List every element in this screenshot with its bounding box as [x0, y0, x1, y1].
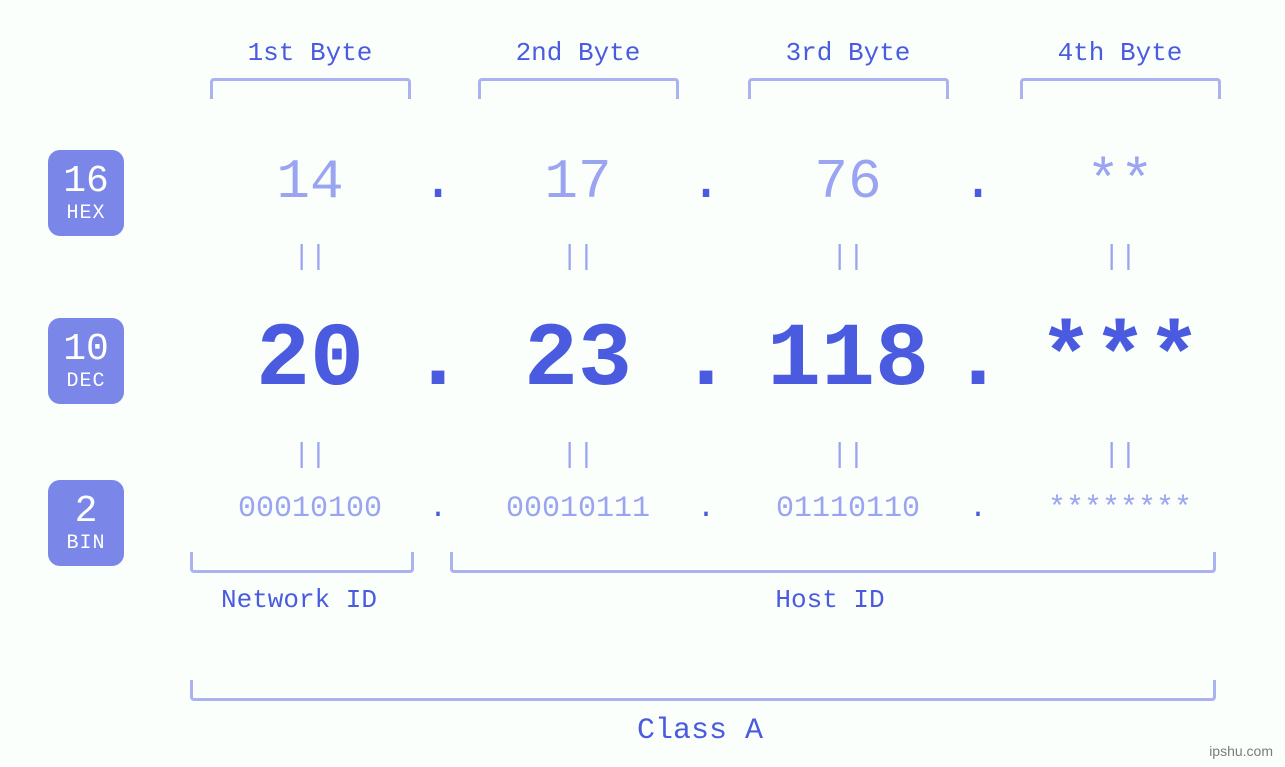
bin-byte-3: 01110110 — [728, 492, 968, 526]
bin-dot-3: . — [958, 492, 998, 526]
badge-hex-label: HEX — [66, 203, 105, 224]
badge-bin-label: BIN — [66, 533, 105, 554]
bin-byte-1: 00010100 — [190, 492, 430, 526]
byte-header-2: 2nd Byte — [478, 38, 678, 68]
eq-decbin-2: || — [558, 440, 598, 471]
hex-byte-3: 76 — [748, 150, 948, 214]
badge-hex-num: 16 — [63, 162, 109, 202]
badge-dec-num: 10 — [63, 330, 109, 370]
dec-byte-1: 20 — [190, 310, 430, 412]
hex-byte-2: 17 — [478, 150, 678, 214]
label-network-id: Network ID — [190, 585, 408, 615]
bracket-top-4 — [1020, 78, 1221, 99]
label-host-id: Host ID — [450, 585, 1210, 615]
eq-hexdec-2: || — [558, 242, 598, 273]
hex-dot-2: . — [686, 150, 726, 214]
bracket-top-2 — [478, 78, 679, 99]
dec-byte-2: 23 — [458, 310, 698, 412]
bracket-top-3 — [748, 78, 949, 99]
dec-dot-2: . — [678, 310, 734, 412]
byte-header-4: 4th Byte — [1020, 38, 1220, 68]
eq-hexdec-4: || — [1100, 242, 1140, 273]
label-class: Class A — [190, 714, 1210, 748]
bracket-network — [190, 552, 414, 573]
hex-dot-1: . — [418, 150, 458, 214]
eq-decbin-3: || — [828, 440, 868, 471]
badge-hex: 16 HEX — [48, 150, 124, 236]
dec-dot-3: . — [950, 310, 1006, 412]
ip-diagram: 1st Byte 2nd Byte 3rd Byte 4th Byte 16 H… — [0, 0, 1285, 767]
badge-dec-label: DEC — [66, 371, 105, 392]
badge-bin-num: 2 — [75, 492, 98, 532]
eq-hexdec-3: || — [828, 242, 868, 273]
byte-header-1: 1st Byte — [210, 38, 410, 68]
watermark: ipshu.com — [1209, 743, 1273, 759]
bracket-top-1 — [210, 78, 411, 99]
bin-dot-2: . — [686, 492, 726, 526]
bin-dot-1: . — [418, 492, 458, 526]
eq-decbin-4: || — [1100, 440, 1140, 471]
eq-decbin-1: || — [290, 440, 330, 471]
bracket-class — [190, 680, 1216, 701]
byte-header-3: 3rd Byte — [748, 38, 948, 68]
hex-dot-3: . — [958, 150, 998, 214]
badge-bin: 2 BIN — [48, 480, 124, 566]
dec-byte-4: *** — [1000, 310, 1240, 412]
bracket-host — [450, 552, 1216, 573]
bin-byte-2: 00010111 — [458, 492, 698, 526]
dec-byte-3: 118 — [728, 310, 968, 412]
hex-byte-1: 14 — [210, 150, 410, 214]
hex-byte-4: ** — [1020, 150, 1220, 214]
bin-byte-4: ******** — [1000, 492, 1240, 526]
badge-dec: 10 DEC — [48, 318, 124, 404]
eq-hexdec-1: || — [290, 242, 330, 273]
